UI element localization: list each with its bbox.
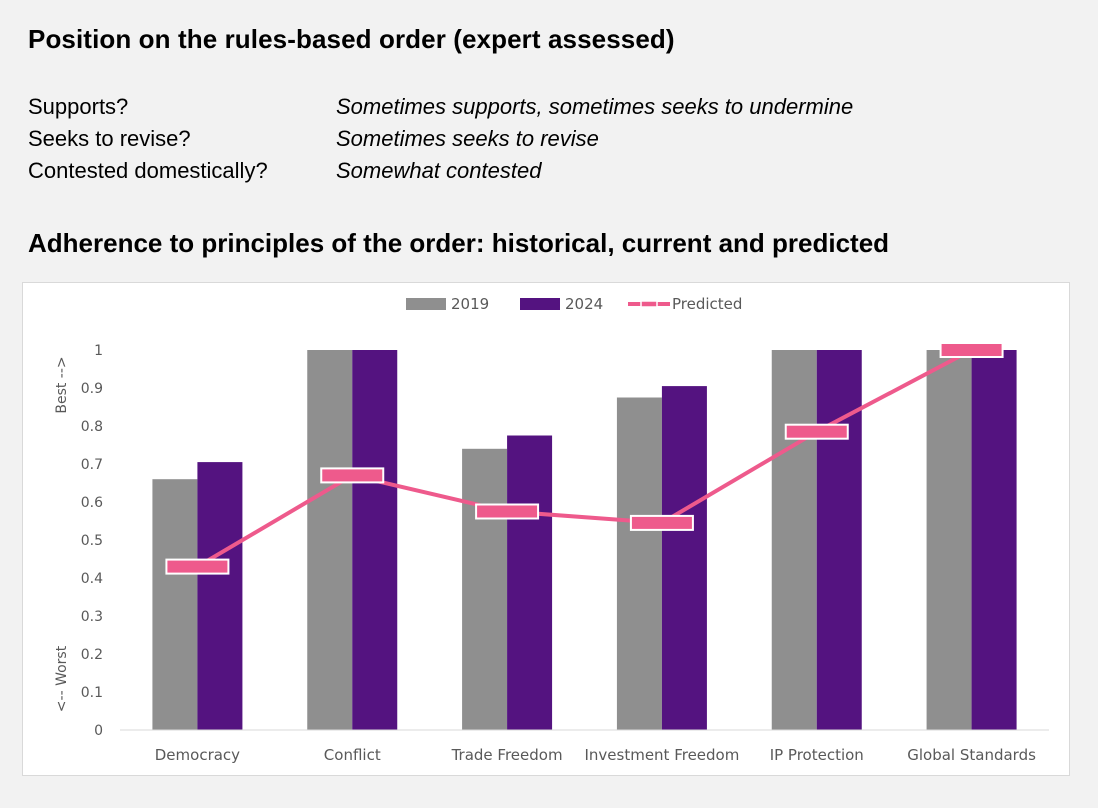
y-tick-label: 0.4: [81, 571, 103, 587]
predicted-marker: [784, 423, 849, 440]
y-tick-label: 0.3: [81, 609, 103, 625]
bar-2019: [307, 350, 353, 730]
bar-2024: [352, 350, 398, 730]
predicted-marker: [939, 342, 1004, 358]
y-tick-label: 0: [94, 723, 103, 739]
legend-label-2019: 2019: [451, 295, 489, 313]
position-label: Supports?: [28, 94, 129, 119]
bar-2019: [152, 479, 198, 730]
bar-2024: [197, 462, 243, 730]
position-value: Sometimes seeks to revise: [336, 126, 599, 151]
x-tick-label: Conflict: [324, 746, 381, 764]
x-tick-label: Global Standards: [907, 746, 1036, 764]
chart-heading: Adherence to principles of the order: hi…: [28, 228, 890, 258]
y-tick-label: 0.2: [81, 647, 103, 663]
y-tick-label: 0.5: [81, 533, 103, 549]
bar-2024: [971, 350, 1017, 730]
bar-2024: [816, 350, 862, 730]
position-value: Sometimes supports, sometimes seeks to u…: [336, 94, 854, 119]
y-axis-label-best: Best -->: [54, 356, 70, 413]
page-title: Position on the rules-based order (exper…: [28, 24, 675, 54]
predicted-marker: [475, 503, 540, 520]
predicted-line: [196, 348, 973, 569]
x-tick-label: Trade Freedom: [451, 746, 563, 764]
position-value: Somewhat contested: [336, 158, 542, 183]
bar-2019: [926, 350, 972, 730]
chart-container: 0 0.1 0.2 0.3 0.4 0.5 0.6 0.7 0.8 0.9 1 Best --> <--…: [22, 282, 1070, 776]
legend-marker-predicted: [640, 300, 658, 308]
legend-label-2024: 2024: [565, 295, 603, 313]
predicted-marker: [165, 558, 230, 575]
legend-swatch-2024: [520, 298, 560, 310]
y-tick-label: 0.6: [81, 495, 103, 511]
x-tick-label: IP Protection: [770, 746, 864, 764]
y-tick-label: 0.8: [81, 419, 103, 435]
position-label: Contested domestically?: [28, 158, 268, 183]
predicted-marker: [629, 514, 694, 531]
predicted-marker: [320, 467, 385, 484]
bar-2019: [616, 397, 662, 730]
y-tick-label: 0.9: [81, 381, 103, 397]
y-tick-label: 1: [94, 343, 103, 359]
bar-2019: [771, 350, 817, 730]
legend-swatch-2019: [406, 298, 446, 310]
bar-2024: [661, 386, 707, 730]
y-tick-label: 0.7: [81, 457, 103, 473]
bar-2019: [462, 448, 508, 730]
bar-2024: [507, 435, 553, 730]
adherence-chart: 0 0.1 0.2 0.3 0.4 0.5 0.6 0.7 0.8 0.9 1 Best --> <--…: [54, 295, 1049, 764]
x-tick-label: Democracy: [155, 746, 240, 764]
legend-label-predicted: Predicted: [672, 295, 742, 313]
y-axis-label-worst: <-- Worst: [54, 645, 70, 712]
position-label: Seeks to revise?: [28, 126, 191, 151]
y-tick-label: 0.1: [81, 685, 103, 701]
x-tick-label: Investment Freedom: [584, 746, 739, 764]
